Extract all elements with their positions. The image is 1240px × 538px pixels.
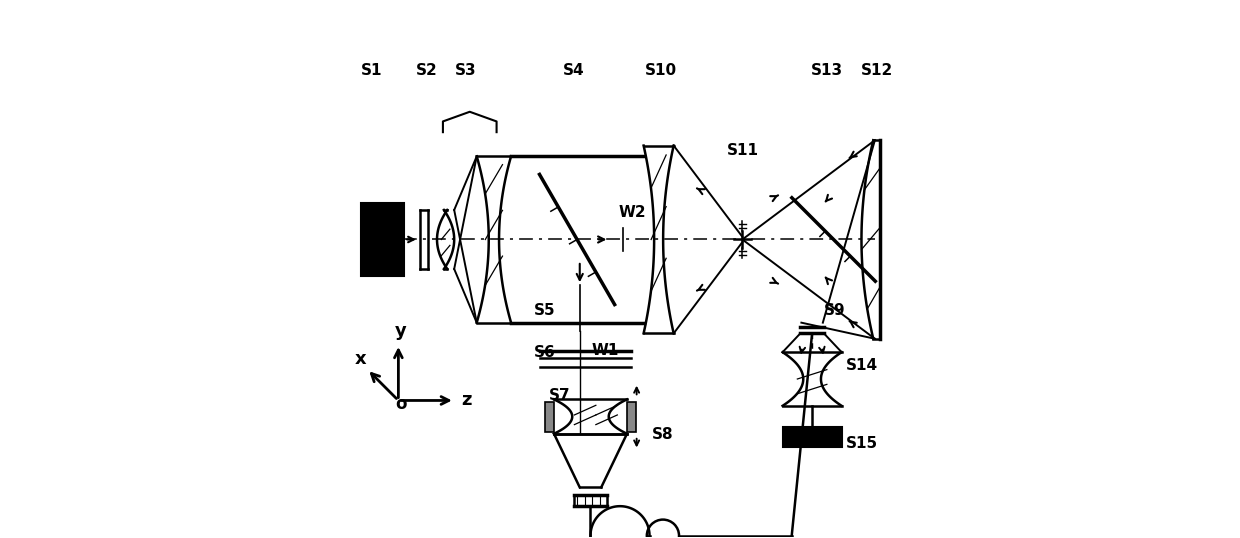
Text: S3: S3 — [455, 63, 476, 78]
Text: z: z — [461, 392, 472, 409]
Text: o: o — [394, 394, 407, 413]
Text: S1: S1 — [361, 63, 383, 78]
Text: S2: S2 — [417, 63, 438, 78]
Bar — [546, 401, 554, 431]
Text: S15: S15 — [846, 436, 878, 451]
Text: S14: S14 — [846, 358, 878, 373]
Text: S5: S5 — [534, 303, 556, 318]
Text: S13: S13 — [811, 63, 843, 78]
Bar — [627, 401, 636, 431]
Text: y: y — [394, 322, 407, 340]
Text: S11: S11 — [728, 144, 759, 159]
Bar — [361, 203, 404, 276]
Text: W2: W2 — [619, 204, 646, 220]
Text: S4: S4 — [563, 63, 584, 78]
Bar — [782, 427, 842, 447]
Text: S7: S7 — [549, 387, 570, 402]
Text: S6: S6 — [534, 345, 556, 360]
Text: S12: S12 — [861, 63, 893, 78]
Text: S10: S10 — [645, 63, 677, 78]
Text: S8: S8 — [652, 427, 673, 442]
Text: S9: S9 — [823, 303, 846, 318]
Text: x: x — [355, 350, 367, 368]
Text: W1: W1 — [591, 343, 619, 358]
